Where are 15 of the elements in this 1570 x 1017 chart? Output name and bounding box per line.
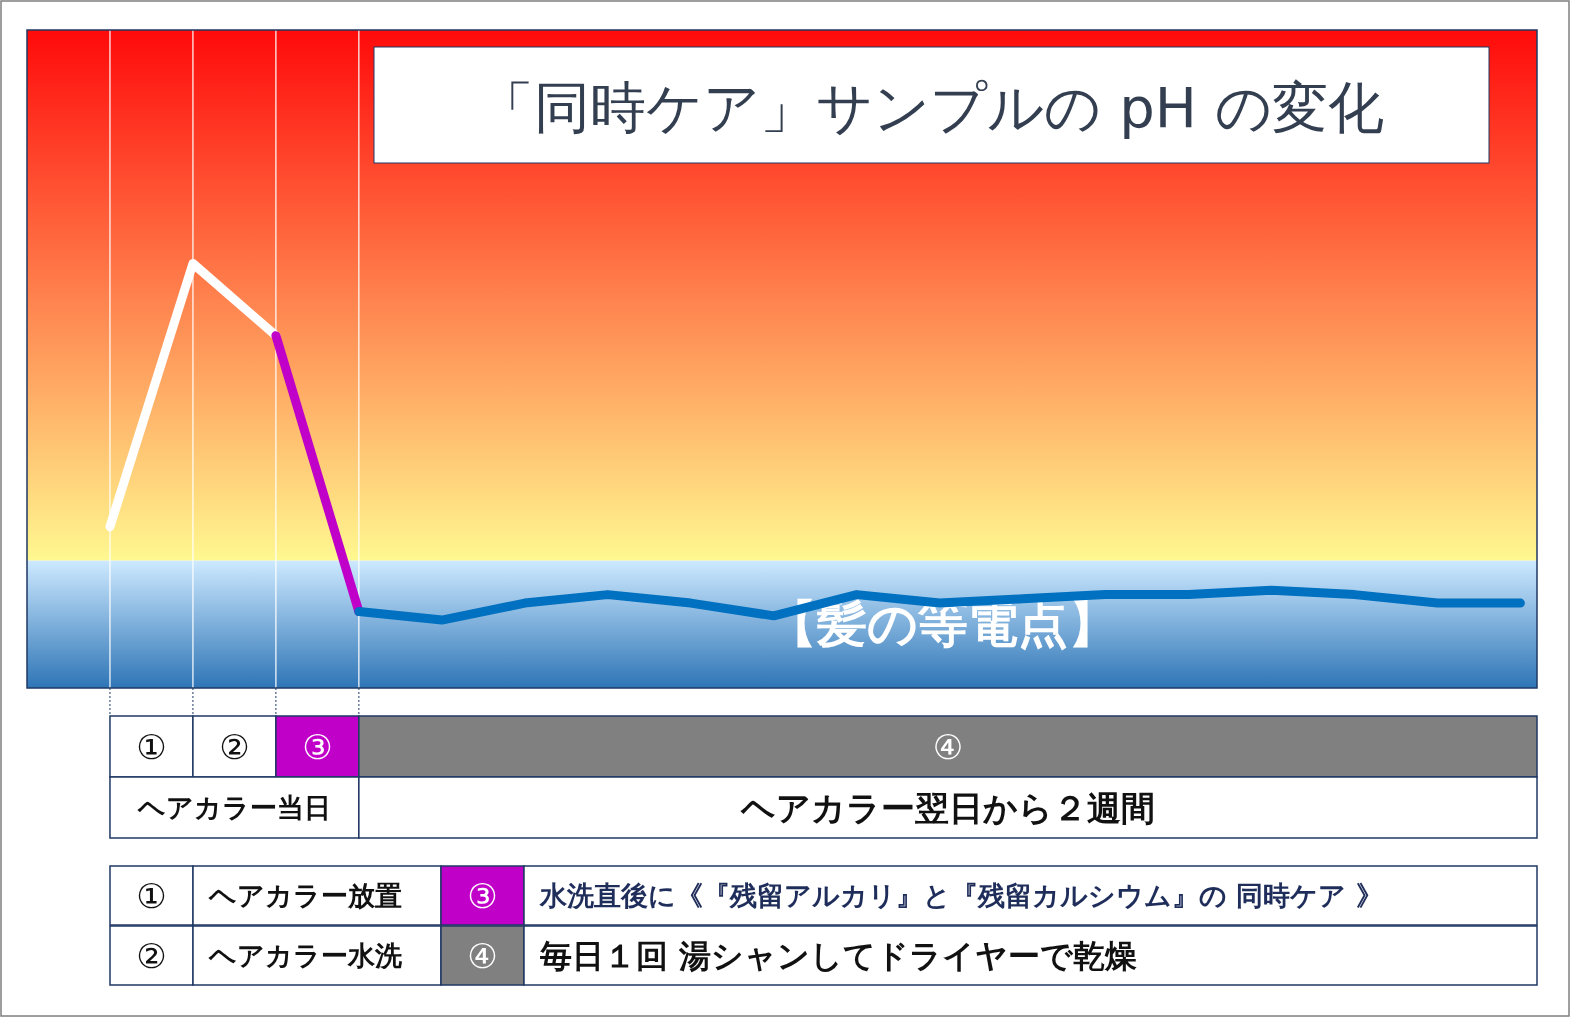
text: 毎日１回 湯シャンしてドライヤーで乾燥 <box>539 937 1138 976</box>
text: ① <box>136 875 167 916</box>
text: ④ <box>467 935 498 976</box>
text: 水洗直後に《『残留アルカリ』と『残留カルシウム』の 同時ケア 》 <box>539 880 1383 912</box>
text: ③ <box>302 726 333 767</box>
text: ヘアカラー放置 <box>208 880 402 912</box>
text: ④ <box>932 726 964 767</box>
chart-title: 「同時ケア」サンプルの pH の変化 <box>478 75 1384 140</box>
text: ヘアカラー水洗 <box>208 940 403 972</box>
text: ヘアカラー当日 <box>136 792 331 824</box>
text: ② <box>219 726 250 767</box>
text: ② <box>136 935 167 976</box>
text: ヘアカラー翌日から２週間 <box>739 787 1155 828</box>
text: ① <box>136 726 167 767</box>
text: ③ <box>467 875 498 916</box>
